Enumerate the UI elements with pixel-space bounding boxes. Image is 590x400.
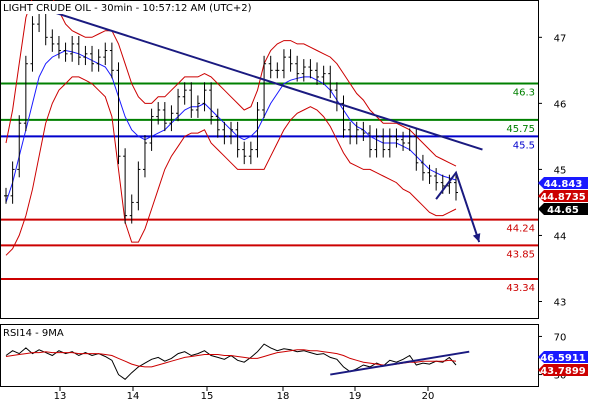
- rsi-trendline: [330, 350, 470, 376]
- rsi-pane: [0, 324, 539, 387]
- rsi-y-tick-label: 30: [554, 371, 567, 382]
- x-tick-label: 18: [277, 391, 290, 400]
- price-value-box-label: 44.8735: [540, 192, 586, 203]
- x-tick-label: 19: [349, 391, 362, 400]
- price-value-box-label: 44.843: [544, 179, 583, 190]
- projection-arrow: [435, 170, 481, 243]
- price-y-tick-label: 44: [554, 231, 567, 242]
- rsi-value-box-label: 46.5911: [540, 353, 586, 364]
- rsi-value-box: [538, 351, 588, 363]
- level-label-43.85: 43.85: [506, 249, 535, 260]
- level-label-45.5: 45.5: [513, 140, 535, 151]
- level-label-46.3: 46.3: [513, 88, 535, 99]
- price-value-box: [538, 190, 588, 202]
- price-y-tick-label: 45: [554, 165, 567, 176]
- x-tick-label: 13: [54, 391, 67, 400]
- rsi-value-box-label: 43.7899: [540, 366, 586, 377]
- price-trendline: [38, 6, 483, 151]
- rsi-y-tick-label: 70: [554, 332, 567, 343]
- projection-arrow-head: [472, 233, 481, 243]
- price-value-box: [538, 203, 588, 215]
- price-title: LIGHT CRUDE OIL - 30min - 10:57:12 AM (U…: [3, 3, 252, 14]
- x-tick-label: 20: [422, 391, 435, 400]
- level-label-43.34: 43.34: [506, 283, 535, 294]
- price-y-tick-label: 46: [554, 99, 567, 110]
- level-label-45.75: 45.75: [506, 124, 535, 135]
- rsi-value-box: [538, 364, 588, 376]
- rsi-title: RSI14 - 9MA: [3, 328, 64, 339]
- price-series-bollinger-upper: [5, 0, 457, 167]
- price-title-bg: [1, 1, 281, 14]
- price-value-box: [538, 177, 588, 189]
- price-series-bollinger-lower: [5, 76, 457, 256]
- x-tick-label: 15: [201, 391, 214, 400]
- price-y-tick-label: 47: [554, 33, 567, 44]
- x-tick-label: 14: [127, 391, 140, 400]
- rsi-title-bg: [1, 325, 71, 338]
- price-value-box-label: 44.65: [547, 205, 579, 216]
- price-y-tick-label: 43: [554, 297, 567, 308]
- level-label-44.24: 44.24: [506, 224, 535, 235]
- rsi-series-rsi-ma: [5, 349, 457, 368]
